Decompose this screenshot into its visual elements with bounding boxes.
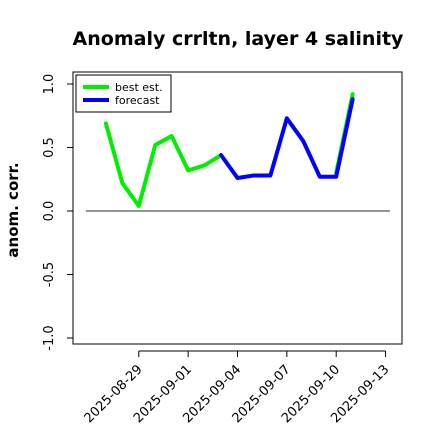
- chart-title: Anomaly crrltn, layer 4 salinity: [73, 28, 404, 50]
- legend-label-best-est: best est.: [115, 81, 163, 94]
- series-line-best-est: [103, 121, 224, 208]
- y-tick-label: -0.5: [42, 262, 57, 287]
- y-axis: -1.0 -0.5 0.0 0.5 1.0: [42, 74, 73, 351]
- y-tick-label: -1.0: [42, 325, 57, 350]
- plot-area-frame: [72, 71, 403, 345]
- x-axis: 2025-08-292025-09-012025-09-042025-09-07…: [82, 350, 392, 426]
- legend-label-forecast: forecast: [115, 94, 160, 107]
- series-layer: [103, 92, 355, 208]
- legend: best est. forecast: [75, 74, 172, 113]
- y-tick-label: 0.5: [42, 137, 57, 158]
- y-axis-label: anom. corr.: [4, 162, 22, 257]
- series-line-forecast: [219, 97, 355, 180]
- y-tick-label: 0.0: [42, 201, 57, 222]
- legend-box: [75, 74, 172, 113]
- y-tick-label: 1.0: [42, 74, 57, 95]
